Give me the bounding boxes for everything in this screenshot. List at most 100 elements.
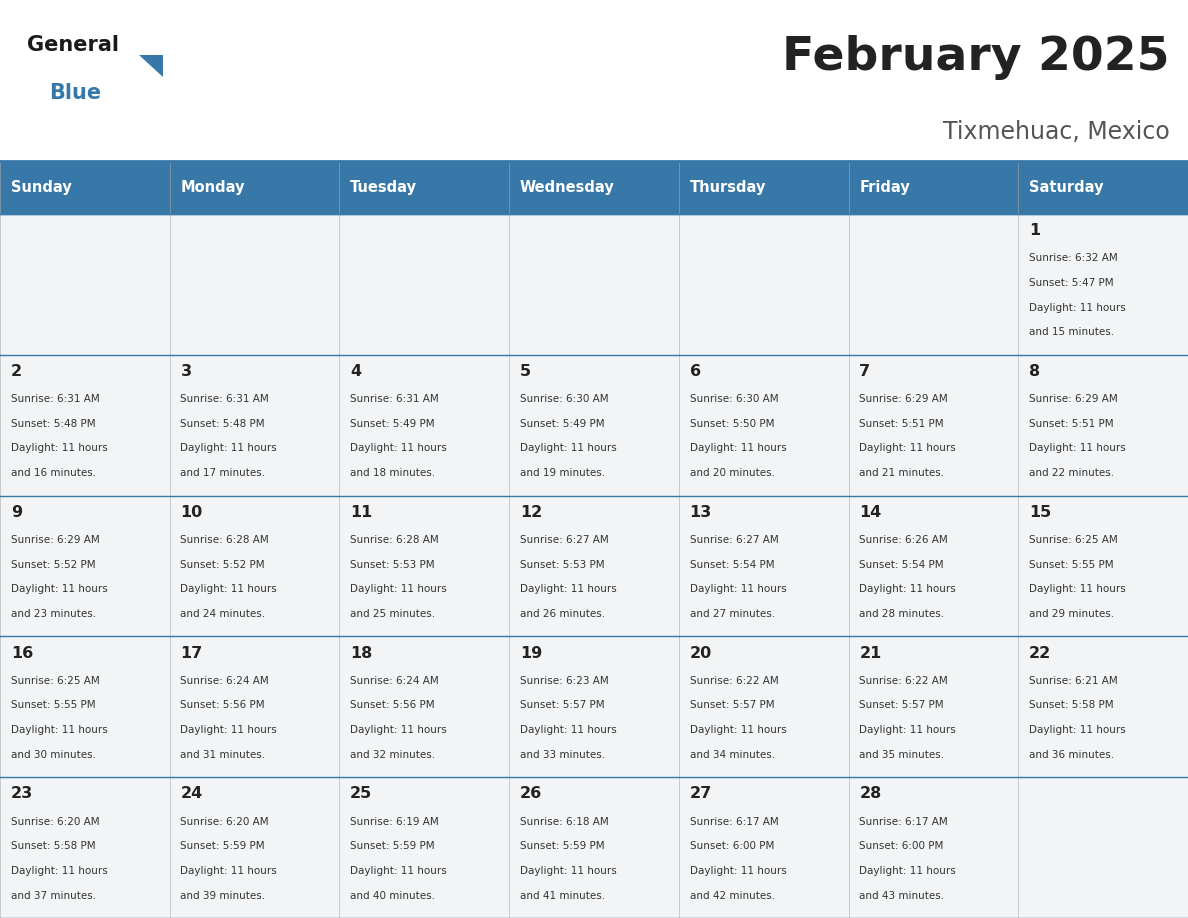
Text: Sunset: 6:00 PM: Sunset: 6:00 PM [689, 841, 773, 851]
Text: and 21 minutes.: and 21 minutes. [859, 468, 944, 478]
Text: Friday: Friday [859, 180, 910, 195]
Text: and 19 minutes.: and 19 minutes. [520, 468, 605, 478]
Text: and 24 minutes.: and 24 minutes. [181, 609, 266, 619]
Text: 6: 6 [689, 364, 701, 379]
Text: 20: 20 [689, 645, 712, 661]
Text: Sunrise: 6:19 AM: Sunrise: 6:19 AM [350, 817, 438, 826]
Text: and 23 minutes.: and 23 minutes. [11, 609, 96, 619]
Text: Daylight: 11 hours: Daylight: 11 hours [520, 584, 617, 594]
Text: 12: 12 [520, 505, 542, 520]
Text: Wednesday: Wednesday [520, 180, 614, 195]
Text: Sunrise: 6:28 AM: Sunrise: 6:28 AM [181, 535, 270, 545]
Text: Daylight: 11 hours: Daylight: 11 hours [181, 443, 277, 453]
Text: Sunrise: 6:25 AM: Sunrise: 6:25 AM [11, 676, 100, 686]
Text: and 26 minutes.: and 26 minutes. [520, 609, 605, 619]
Text: and 22 minutes.: and 22 minutes. [1029, 468, 1114, 478]
Text: Daylight: 11 hours: Daylight: 11 hours [181, 866, 277, 876]
Text: Daylight: 11 hours: Daylight: 11 hours [11, 725, 107, 735]
Bar [678, 636, 848, 778]
Text: Daylight: 11 hours: Daylight: 11 hours [181, 584, 277, 594]
Text: Daylight: 11 hours: Daylight: 11 hours [859, 725, 956, 735]
Text: 16: 16 [11, 645, 33, 661]
Text: and 39 minutes.: and 39 minutes. [181, 890, 266, 901]
Text: Sunset: 5:55 PM: Sunset: 5:55 PM [1029, 560, 1113, 570]
Text: Daylight: 11 hours: Daylight: 11 hours [181, 725, 277, 735]
Text: 11: 11 [350, 505, 372, 520]
Bar [848, 778, 1018, 918]
Text: Sunset: 5:53 PM: Sunset: 5:53 PM [350, 560, 435, 570]
Text: Blue: Blue [49, 84, 101, 103]
Text: Monday: Monday [181, 180, 245, 195]
Text: and 18 minutes.: and 18 minutes. [350, 468, 435, 478]
Text: and 29 minutes.: and 29 minutes. [1029, 609, 1114, 619]
Text: and 32 minutes.: and 32 minutes. [350, 750, 435, 760]
Bar [510, 496, 678, 636]
Text: Daylight: 11 hours: Daylight: 11 hours [689, 866, 786, 876]
Text: Thursday: Thursday [689, 180, 766, 195]
Bar [510, 636, 678, 778]
Text: General: General [27, 35, 119, 55]
Bar [1018, 636, 1188, 778]
Bar [678, 496, 848, 636]
Bar [1018, 354, 1188, 496]
Text: Sunset: 5:57 PM: Sunset: 5:57 PM [689, 700, 775, 711]
Text: 27: 27 [689, 787, 712, 801]
Text: 14: 14 [859, 505, 881, 520]
Text: and 33 minutes.: and 33 minutes. [520, 750, 605, 760]
Text: Sunrise: 6:31 AM: Sunrise: 6:31 AM [181, 394, 270, 404]
Text: Sunrise: 6:22 AM: Sunrise: 6:22 AM [859, 676, 948, 686]
Bar [170, 636, 340, 778]
Text: Sunrise: 6:21 AM: Sunrise: 6:21 AM [1029, 676, 1118, 686]
Text: Daylight: 11 hours: Daylight: 11 hours [859, 866, 956, 876]
Text: Daylight: 11 hours: Daylight: 11 hours [350, 866, 447, 876]
Text: and 25 minutes.: and 25 minutes. [350, 609, 435, 619]
Text: and 36 minutes.: and 36 minutes. [1029, 750, 1114, 760]
Bar [170, 354, 340, 496]
Text: Daylight: 11 hours: Daylight: 11 hours [689, 725, 786, 735]
Text: Daylight: 11 hours: Daylight: 11 hours [520, 725, 617, 735]
Text: Sunset: 5:56 PM: Sunset: 5:56 PM [350, 700, 435, 711]
Text: 22: 22 [1029, 645, 1051, 661]
Text: 5: 5 [520, 364, 531, 379]
Bar [0, 354, 170, 496]
Text: Sunset: 5:49 PM: Sunset: 5:49 PM [520, 419, 605, 429]
Text: Sunrise: 6:27 AM: Sunrise: 6:27 AM [520, 535, 608, 545]
Text: Sunset: 5:49 PM: Sunset: 5:49 PM [350, 419, 435, 429]
Text: and 17 minutes.: and 17 minutes. [181, 468, 266, 478]
Text: Sunset: 5:57 PM: Sunset: 5:57 PM [520, 700, 605, 711]
Bar [0, 161, 170, 214]
Text: 9: 9 [11, 505, 21, 520]
Text: 17: 17 [181, 645, 203, 661]
Text: Sunset: 5:55 PM: Sunset: 5:55 PM [11, 700, 95, 711]
Bar [848, 354, 1018, 496]
Text: Daylight: 11 hours: Daylight: 11 hours [520, 443, 617, 453]
Text: Daylight: 11 hours: Daylight: 11 hours [350, 443, 447, 453]
Bar [0, 778, 170, 918]
Text: Daylight: 11 hours: Daylight: 11 hours [1029, 584, 1126, 594]
Text: and 40 minutes.: and 40 minutes. [350, 890, 435, 901]
Bar [340, 636, 510, 778]
Bar [1018, 496, 1188, 636]
Text: Sunrise: 6:31 AM: Sunrise: 6:31 AM [350, 394, 438, 404]
Text: and 31 minutes.: and 31 minutes. [181, 750, 266, 760]
Bar [848, 214, 1018, 354]
Bar [170, 778, 340, 918]
Text: Sunrise: 6:30 AM: Sunrise: 6:30 AM [520, 394, 608, 404]
Text: 13: 13 [689, 505, 712, 520]
Bar [678, 214, 848, 354]
Text: 7: 7 [859, 364, 871, 379]
Bar [1018, 161, 1188, 214]
Text: 3: 3 [181, 364, 191, 379]
Bar [0, 496, 170, 636]
Text: Sunrise: 6:26 AM: Sunrise: 6:26 AM [859, 535, 948, 545]
Bar [340, 496, 510, 636]
Text: and 28 minutes.: and 28 minutes. [859, 609, 944, 619]
Text: 8: 8 [1029, 364, 1041, 379]
Bar [170, 214, 340, 354]
Text: 10: 10 [181, 505, 203, 520]
Text: Sunrise: 6:28 AM: Sunrise: 6:28 AM [350, 535, 438, 545]
Text: Sunrise: 6:24 AM: Sunrise: 6:24 AM [350, 676, 438, 686]
Text: Sunrise: 6:17 AM: Sunrise: 6:17 AM [859, 817, 948, 826]
Text: Sunrise: 6:27 AM: Sunrise: 6:27 AM [689, 535, 778, 545]
Bar [340, 214, 510, 354]
